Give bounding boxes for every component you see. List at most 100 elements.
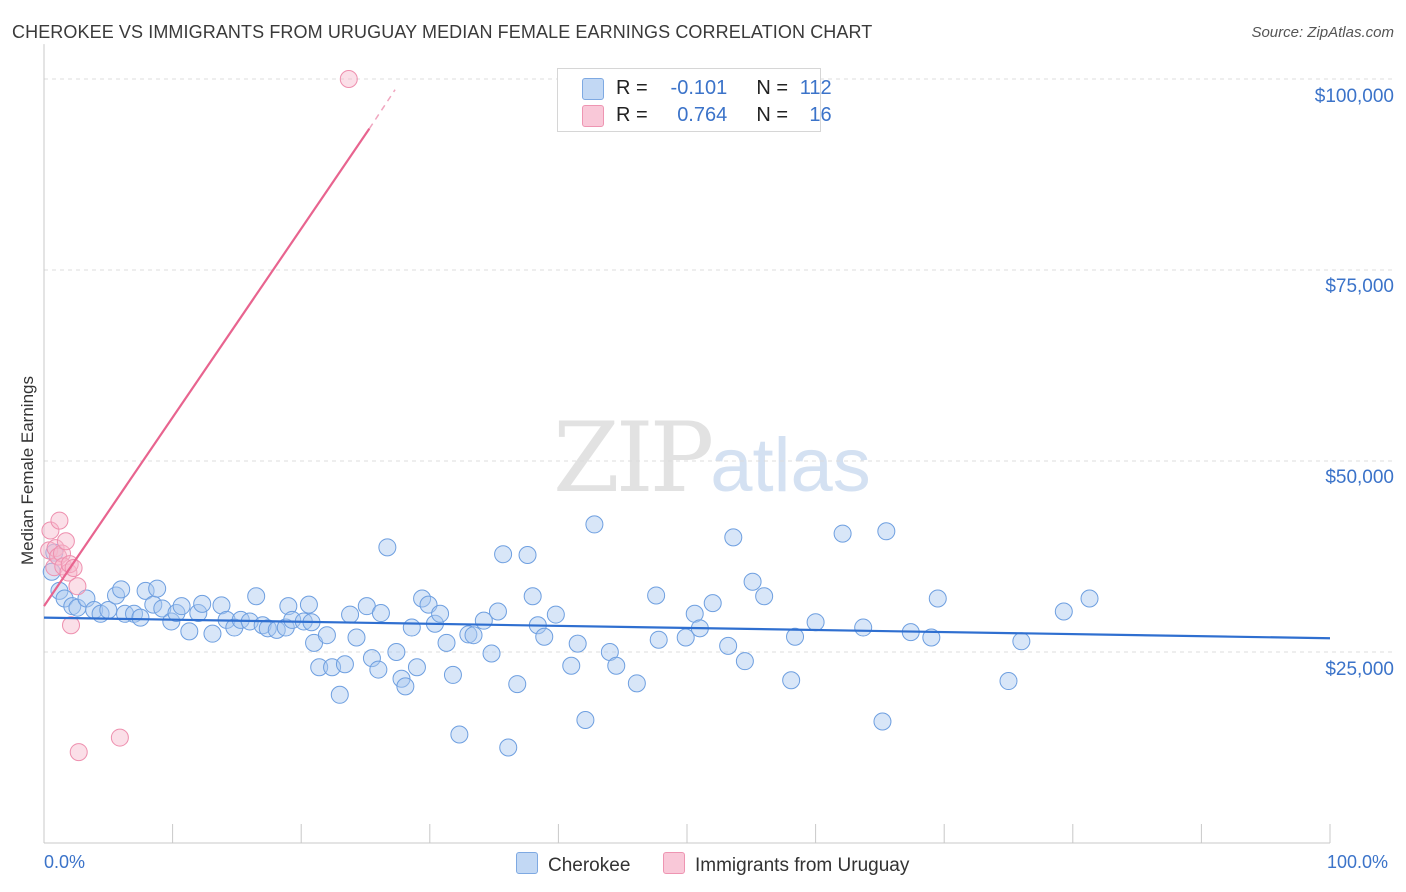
cherokee-point [279,597,298,616]
cherokee-point [258,619,277,638]
n-label: N = [756,104,789,126]
uruguay-point [64,558,83,577]
cherokee-point [786,627,805,646]
cherokee-point [112,580,131,599]
cherokee-point [703,594,722,613]
legend-swatch-uruguay [663,852,685,874]
cherokee-point [499,738,518,757]
r-value: -0.101 [670,77,728,99]
n-label: N = [756,77,789,99]
cherokee-point [378,538,397,557]
watermark: ZIPatlas [553,402,871,514]
legend-item-uruguay: Immigrants from Uruguay [663,852,909,877]
cherokee-point [193,594,212,613]
cherokee-point [508,675,527,694]
cherokee-point [1054,602,1073,621]
cherokee-point [928,589,947,608]
cherokee-point [459,625,478,644]
cherokee-point [854,618,873,637]
cherokee-point [162,612,181,631]
cherokee-point [276,618,295,637]
r-label: R = [616,104,648,126]
watermark-zip: ZIP [553,402,714,514]
cherokee-point [647,586,666,605]
y-axis-label: Median Female Earnings [18,376,37,565]
r-value: 0.764 [677,104,728,126]
cherokee-point [407,658,426,677]
legend-label: Immigrants from Uruguay [695,855,910,876]
cherokee-point [743,572,762,591]
cherokee-point [189,604,208,623]
uruguay-point [56,532,75,551]
cherokee-point [347,628,366,647]
cherokee-point [172,597,191,616]
uruguay-point [110,728,129,747]
legend-item-cherokee: Cherokee [516,852,630,877]
cherokee-point [546,605,565,624]
cherokee-point [523,587,542,606]
legend-swatch-cherokee [516,852,538,874]
cherokee-point [585,515,604,534]
uruguay-point [45,558,64,577]
cherokee-point [369,660,388,679]
cherokee-point [136,581,155,600]
uruguay-trend-extension [368,89,396,130]
n-value: 16 [809,104,832,126]
cherokee-point [724,528,743,547]
source-credit: Source: ZipAtlas.com [1251,24,1394,41]
cherokee-point [607,656,626,675]
uruguay-point [69,743,88,762]
cherokee-point [317,626,336,645]
cherokee-point [180,622,199,641]
cherokee-point [247,587,266,606]
cherokee-point [402,618,421,637]
cherokee-trend-line [43,616,1331,640]
y-tick-label: $50,000 [1325,467,1394,488]
cherokee-point [922,628,941,647]
r-label: R = [616,77,648,99]
cherokee-point [107,586,126,605]
cherokee-point [877,522,896,541]
uruguay-point [41,521,60,540]
cherokee-point [203,624,222,643]
cherokee-point [153,599,172,618]
cherokee-point [131,608,150,627]
cherokee-point [464,626,483,645]
cherokee-point [1080,589,1099,608]
cherokee-point [283,610,302,629]
watermark-atlas: atlas [710,423,871,508]
cherokee-point [450,725,469,744]
uruguay-point [68,577,87,596]
cherokee-point [488,602,507,621]
cherokee-point [55,589,74,608]
cherokee-point [735,652,754,671]
correlation-legend: R = -0.101 N = 112 R = 0.764 N = 16 [557,68,832,132]
n-value: 112 [799,77,832,99]
cherokee-point [999,672,1018,691]
cherokee-point [755,587,774,606]
cherokee-point [806,613,825,632]
legend-swatch-uruguay [582,105,604,127]
cherokee-point [782,671,801,690]
y-tick-label: $75,000 [1325,276,1394,297]
cherokee-point [568,634,587,653]
legend-label: Cherokee [548,855,631,876]
cherokee-point [627,674,646,693]
cherokee-point [310,658,329,677]
cherokee-point [335,655,354,674]
cherokee-point [494,545,513,564]
legend-swatch-cherokee [582,78,604,100]
cherokee-point [649,630,668,649]
cherokee-point [330,685,349,704]
uruguay-point [50,511,69,530]
cherokee-point [685,604,704,623]
cherokee-point [443,665,462,684]
cherokee-point [482,644,501,663]
y-tick-label: $100,000 [1314,86,1394,107]
y-tick-label: $25,000 [1325,659,1394,680]
cherokee-point [873,712,892,731]
cherokee-point [1012,632,1031,651]
cherokee-point [431,604,450,623]
cherokee-point [437,633,456,652]
cherokee-point [387,643,406,661]
